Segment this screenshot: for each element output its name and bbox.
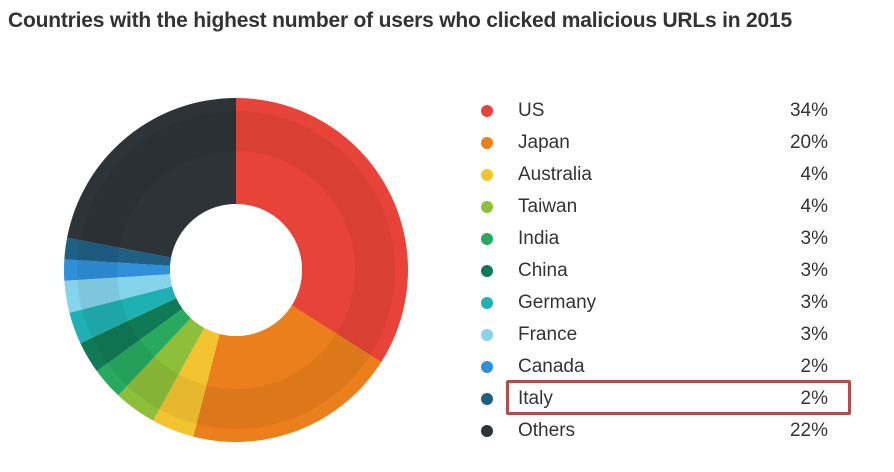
legend-value: 3% xyxy=(800,260,828,281)
legend-swatch-icon xyxy=(481,361,493,373)
legend-label: Others xyxy=(518,420,576,441)
legend-swatch-icon xyxy=(481,329,493,341)
legend-value: 3% xyxy=(800,292,828,313)
donut-slice-germany xyxy=(69,286,177,344)
legend-label: India xyxy=(518,228,560,249)
donut-slice-us xyxy=(236,98,408,363)
legend-item-japan: Japan 20% xyxy=(480,127,840,159)
legend-value: 4% xyxy=(800,164,828,185)
legend-value: 3% xyxy=(800,228,828,249)
legend-item-italy: Italy 2% xyxy=(480,383,840,415)
legend-item-canada: Canada 2% xyxy=(480,351,840,383)
legend-swatch-icon xyxy=(481,297,493,309)
donut-slice-japan xyxy=(193,305,382,443)
legend-item-germany: Germany 3% xyxy=(480,287,840,319)
legend-value: 2% xyxy=(800,388,828,409)
legend-item-france: France 3% xyxy=(480,319,840,351)
donut-chart xyxy=(64,98,408,443)
legend-value: 20% xyxy=(789,132,828,153)
legend-item-australia: Australia 4% xyxy=(480,159,840,191)
legend-item-taiwan: Taiwan 4% xyxy=(480,191,840,223)
chart-title: Countries with the highest number of use… xyxy=(8,9,792,32)
donut-slice-australia xyxy=(153,327,220,437)
donut-slice-canada xyxy=(64,259,171,281)
donut-slice-taiwan xyxy=(118,318,205,421)
legend-swatch-icon xyxy=(481,425,493,437)
legend-value: 34% xyxy=(789,100,828,121)
legend-label: Italy xyxy=(518,388,553,409)
legend-label: France xyxy=(518,324,578,345)
donut-slice-italy xyxy=(64,237,172,266)
legend-swatch-icon xyxy=(481,137,493,149)
donut-slice-china xyxy=(80,298,183,372)
legend-label: Australia xyxy=(518,164,592,185)
legend-swatch-icon xyxy=(481,393,493,405)
donut-shading xyxy=(77,111,395,429)
legend-label: US xyxy=(518,100,545,121)
legend-label: Japan xyxy=(518,132,570,153)
donut-hole xyxy=(170,204,302,336)
legend-swatch-icon xyxy=(481,233,493,245)
legend-item-us: US 34% xyxy=(480,95,840,127)
legend-label: Taiwan xyxy=(518,196,578,217)
donut-slice-france xyxy=(64,274,173,313)
legend-swatch-icon xyxy=(481,265,493,277)
donut-slice-others xyxy=(67,98,236,258)
legend-label: China xyxy=(518,260,568,281)
legend-label: Germany xyxy=(518,292,597,313)
legend-item-china: China 3% xyxy=(480,255,840,287)
legend-value: 2% xyxy=(800,356,828,377)
legend-value: 4% xyxy=(800,196,828,217)
legend-item-others: Others 22% xyxy=(480,415,840,447)
legend-value: 3% xyxy=(800,324,828,345)
legend-swatch-icon xyxy=(481,201,493,213)
legend-label: Canada xyxy=(518,356,585,377)
legend-item-india: India 3% xyxy=(480,223,840,255)
legend-swatch-icon xyxy=(481,169,493,181)
chart-legend: US 34% Japan 20% Australia 4% Taiwan 4% India 3% C… xyxy=(480,95,840,447)
donut-slice-india xyxy=(96,308,191,396)
legend-swatch-icon xyxy=(481,105,493,117)
legend-value: 22% xyxy=(789,420,828,441)
